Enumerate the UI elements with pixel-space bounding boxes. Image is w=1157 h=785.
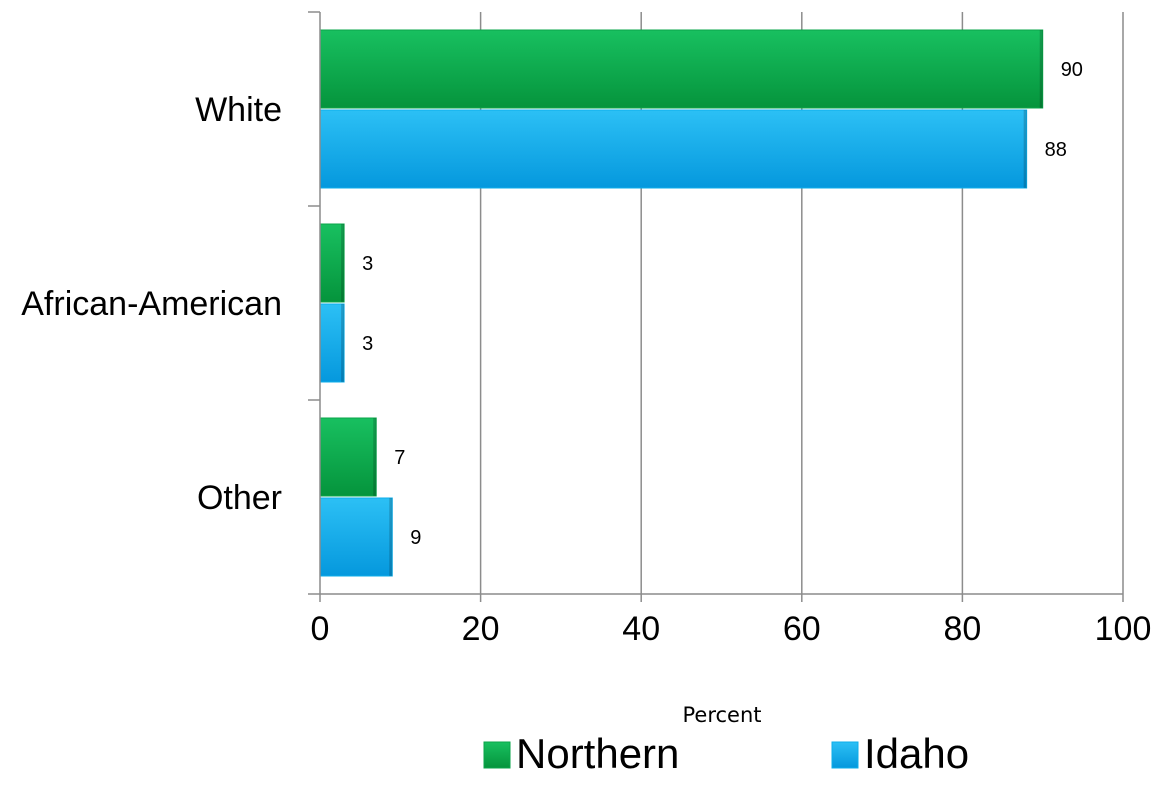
- bar-edge-shade: [373, 418, 377, 496]
- bar-edge-shade: [389, 498, 393, 576]
- x-axis-title: Percent: [682, 703, 761, 727]
- data-label: 3: [362, 253, 373, 275]
- labels: 0 20 40 60 80 100 White 90 88 African-American 3 3 O…: [21, 59, 1151, 648]
- legend-label-idaho: Idaho: [864, 730, 969, 777]
- axes: [308, 11, 1124, 602]
- bar-edge-shade: [341, 224, 345, 302]
- data-label: 7: [394, 447, 405, 469]
- bar-northern: [319, 223, 345, 303]
- x-tick-label: 100: [1095, 610, 1152, 648]
- x-tick-label: 20: [462, 610, 500, 648]
- bar-idaho: [319, 109, 1028, 189]
- x-tick-label: 40: [622, 610, 660, 648]
- bar-edge-shade: [1023, 110, 1027, 188]
- bar-northern: [319, 417, 377, 497]
- category-label: White: [195, 91, 282, 129]
- bar-idaho: [319, 497, 393, 577]
- data-label: 9: [410, 527, 421, 549]
- category-label: Other: [197, 479, 282, 517]
- legend: Northern Idaho: [483, 730, 969, 777]
- bars: [319, 29, 1044, 577]
- bar-northern: [319, 29, 1044, 109]
- data-label: 3: [362, 333, 373, 355]
- x-tick-label: 60: [783, 610, 821, 648]
- gridlines: [479, 12, 1124, 594]
- bar-edge-shade: [1039, 30, 1043, 108]
- legend-swatch-northern: [483, 741, 511, 769]
- data-label: 88: [1045, 139, 1067, 161]
- x-tick-label: 80: [943, 610, 981, 648]
- data-label: 90: [1061, 59, 1083, 81]
- category-label: African-American: [21, 285, 282, 323]
- x-tick-label: 0: [311, 610, 330, 648]
- legend-label-northern: Northern: [516, 730, 679, 777]
- bar-idaho: [319, 303, 345, 383]
- legend-swatch-idaho: [831, 741, 859, 769]
- bar-edge-shade: [341, 304, 345, 382]
